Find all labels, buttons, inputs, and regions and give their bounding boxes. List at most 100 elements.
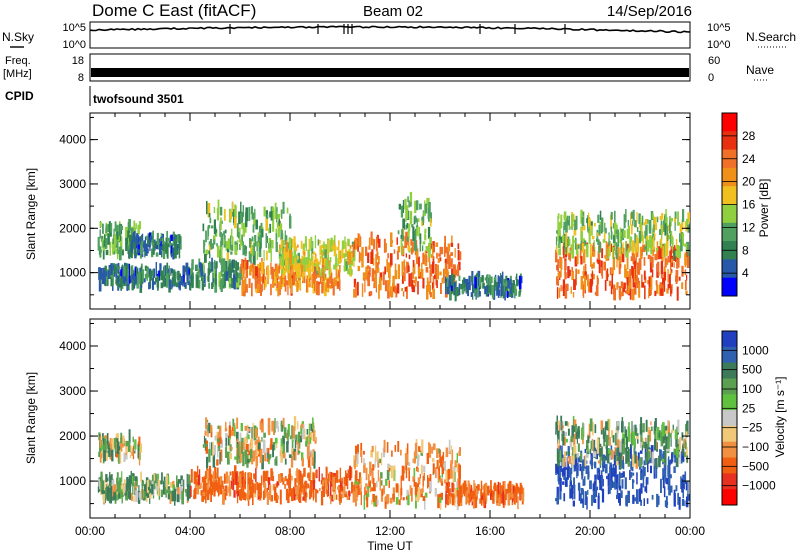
echo-cell bbox=[673, 262, 675, 268]
echo-cell bbox=[140, 273, 143, 286]
echo-cell bbox=[556, 415, 558, 431]
echo-cell bbox=[152, 268, 156, 278]
echo-cell bbox=[671, 258, 674, 263]
echo-cell bbox=[271, 420, 274, 432]
echo-cell bbox=[279, 475, 282, 483]
echo-cell bbox=[358, 488, 362, 495]
echo-cell bbox=[270, 438, 273, 450]
echo-cell bbox=[277, 214, 280, 219]
echo-cell bbox=[496, 286, 498, 296]
echo-cell bbox=[205, 440, 208, 454]
echo-cell bbox=[655, 458, 658, 469]
echo-cell bbox=[237, 262, 239, 271]
echo-cell bbox=[636, 250, 639, 257]
date-title: 14/Sep/2016 bbox=[607, 3, 692, 20]
echo-cell bbox=[352, 491, 356, 503]
echo-cell bbox=[125, 237, 128, 251]
echo-cell bbox=[291, 278, 293, 294]
echo-cell bbox=[569, 480, 572, 487]
echo-cell bbox=[407, 489, 409, 501]
echo-cell bbox=[296, 264, 299, 271]
colorbar-tick-label: 500 bbox=[742, 363, 762, 377]
echo-cell bbox=[454, 287, 457, 302]
echo-cell bbox=[254, 276, 258, 289]
echo-cell bbox=[289, 435, 292, 440]
echo-cell bbox=[106, 486, 110, 501]
echo-cell bbox=[627, 428, 631, 442]
echo-cell bbox=[220, 281, 222, 286]
echo-cell bbox=[681, 222, 684, 231]
echo-cell bbox=[213, 269, 216, 283]
echo-cell bbox=[622, 447, 625, 453]
echo-cell bbox=[596, 486, 599, 491]
echo-cell bbox=[111, 479, 115, 490]
echo-cell bbox=[171, 280, 173, 290]
echo-cell bbox=[445, 276, 447, 288]
echo-cell bbox=[436, 448, 439, 458]
x-tick-label: 20:00 bbox=[575, 524, 605, 538]
echo-cell bbox=[259, 262, 262, 269]
echo-cell bbox=[314, 235, 317, 249]
echo-cell bbox=[432, 245, 434, 254]
echo-cell bbox=[657, 271, 660, 276]
echo-cell bbox=[337, 486, 340, 490]
echo-cell bbox=[418, 218, 420, 222]
echo-cell bbox=[621, 437, 625, 446]
echo-cell bbox=[132, 242, 135, 249]
echo-cell bbox=[298, 493, 301, 502]
echo-cell bbox=[371, 238, 374, 246]
echo-cell bbox=[606, 453, 608, 457]
echo-cell bbox=[573, 419, 577, 433]
echo-cell bbox=[685, 431, 688, 437]
echo-cell bbox=[297, 421, 299, 426]
echo-cell bbox=[409, 191, 413, 206]
echo-cell bbox=[609, 451, 612, 456]
echo-cell bbox=[380, 472, 383, 479]
echo-cell bbox=[241, 220, 243, 230]
echo-cell bbox=[311, 262, 314, 272]
echo-cell bbox=[604, 222, 606, 232]
echo-cell bbox=[166, 277, 169, 284]
echo-cell bbox=[163, 481, 165, 493]
echo-cell bbox=[652, 213, 654, 219]
echo-cell bbox=[650, 465, 652, 474]
echo-cell bbox=[252, 483, 255, 493]
echo-cell bbox=[128, 485, 130, 499]
echo-cell bbox=[397, 484, 400, 497]
echo-cell bbox=[450, 242, 454, 247]
echo-cell bbox=[456, 490, 459, 497]
echo-cell bbox=[610, 285, 613, 295]
echo-cell bbox=[241, 441, 244, 454]
echo-cell bbox=[267, 477, 271, 491]
echo-cell bbox=[676, 245, 680, 258]
echo-cell bbox=[521, 487, 525, 502]
echo-cell bbox=[684, 471, 687, 484]
echo-cell bbox=[279, 223, 283, 231]
echo-cell bbox=[627, 225, 630, 237]
echo-cell bbox=[580, 493, 582, 504]
echo-cell bbox=[197, 275, 199, 289]
echo-cell bbox=[641, 438, 644, 448]
echo-cell bbox=[239, 432, 242, 447]
echo-cell bbox=[650, 445, 654, 455]
echo-cell bbox=[584, 263, 587, 278]
echo-cell bbox=[648, 288, 650, 299]
echo-cell bbox=[149, 494, 152, 499]
echo-cell bbox=[413, 467, 416, 477]
echo-cell bbox=[161, 472, 163, 482]
echo-cell bbox=[621, 421, 624, 433]
echo-cell bbox=[600, 470, 603, 478]
echo-cell bbox=[177, 487, 180, 495]
echo-cell bbox=[245, 221, 248, 228]
echo-cell bbox=[306, 429, 309, 435]
echo-cell bbox=[312, 417, 314, 430]
echo-cell bbox=[603, 232, 606, 241]
echo-cell bbox=[558, 242, 560, 249]
echo-cell bbox=[209, 441, 211, 454]
echo-cell bbox=[364, 278, 366, 293]
echo-cell bbox=[144, 491, 147, 501]
echo-cell bbox=[620, 240, 622, 250]
echo-cell bbox=[344, 491, 348, 497]
echo-cell bbox=[408, 223, 411, 232]
echo-cell bbox=[314, 437, 317, 444]
